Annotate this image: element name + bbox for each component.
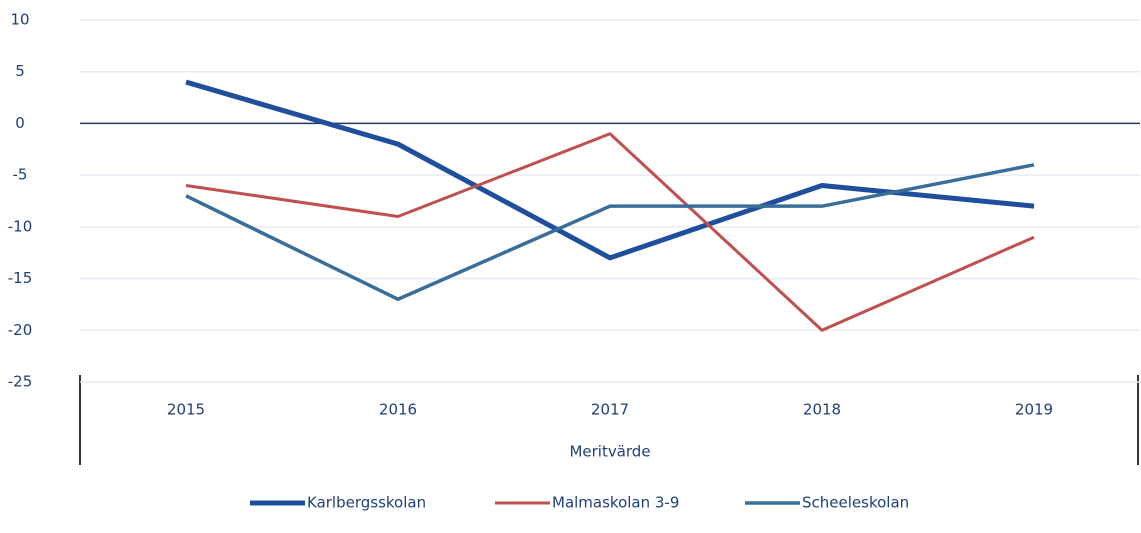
x-tick-label: 2016 (379, 401, 417, 419)
x-axis-label: Meritvärde (569, 443, 650, 461)
y-tick-label: -15 (8, 269, 33, 287)
y-tick-label: 0 (15, 114, 25, 132)
series-line (185, 163, 1035, 302)
x-tick-label: 2017 (591, 401, 629, 419)
y-tick-label: -20 (8, 321, 33, 339)
x-tick-label: 2018 (803, 401, 841, 419)
y-tick-label: 10 (10, 11, 29, 29)
y-tick-label: -5 (13, 166, 28, 184)
series-line (185, 132, 1035, 332)
legend-label: Karlbergsskolan (307, 494, 426, 512)
y-tick-label: -25 (8, 373, 33, 391)
legend-label: Malmaskolan 3-9 (552, 494, 679, 512)
x-tick-label: 2015 (167, 401, 205, 419)
x-tick-label: 2019 (1015, 401, 1053, 419)
y-tick-label: -10 (8, 217, 33, 235)
legend-label: Scheeleskolan (802, 494, 909, 512)
y-tick-label: 5 (15, 62, 25, 80)
series-line (185, 79, 1035, 261)
